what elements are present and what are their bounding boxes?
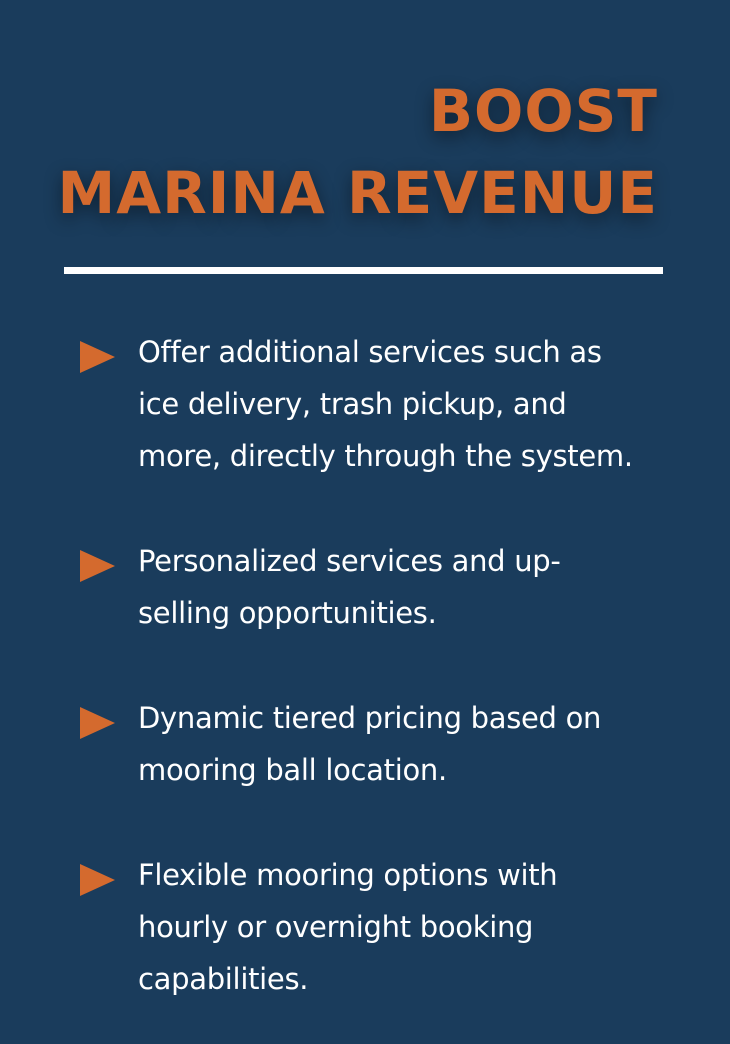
list-item-line: more, directly through the system.	[138, 439, 633, 473]
list-item-line: mooring ball location.	[138, 753, 447, 787]
triangle-right-icon	[80, 341, 115, 373]
triangle-right-icon	[80, 550, 115, 582]
list-item-line: Dynamic tiered pricing based on	[138, 701, 602, 735]
title-line-2: MARINA REVENUE	[57, 159, 658, 227]
page-title: BOOST MARINA REVENUE	[57, 70, 658, 234]
list-item-text: Personalized services and up- selling op…	[138, 535, 678, 639]
list-item-line: Offer additional services such as	[138, 335, 602, 369]
list-item-line: selling opportunities.	[138, 596, 437, 630]
list-item-text: Flexible mooring options with hourly or …	[138, 849, 678, 1005]
triangle-right-icon	[80, 707, 115, 739]
list-item-line: Flexible mooring options with	[138, 858, 558, 892]
list-item-line: Personalized services and up-	[138, 544, 561, 578]
triangle-right-icon	[80, 864, 115, 896]
list-item-line: capabilities.	[138, 962, 309, 996]
list-item-text: Offer additional services such as ice de…	[138, 326, 678, 482]
list-item-line: hourly or overnight booking	[138, 910, 534, 944]
divider	[64, 267, 663, 274]
title-line-1: BOOST	[428, 77, 658, 145]
list-item-line: ice delivery, trash pickup, and	[138, 387, 567, 421]
list-item-text: Dynamic tiered pricing based on mooring …	[138, 692, 678, 796]
